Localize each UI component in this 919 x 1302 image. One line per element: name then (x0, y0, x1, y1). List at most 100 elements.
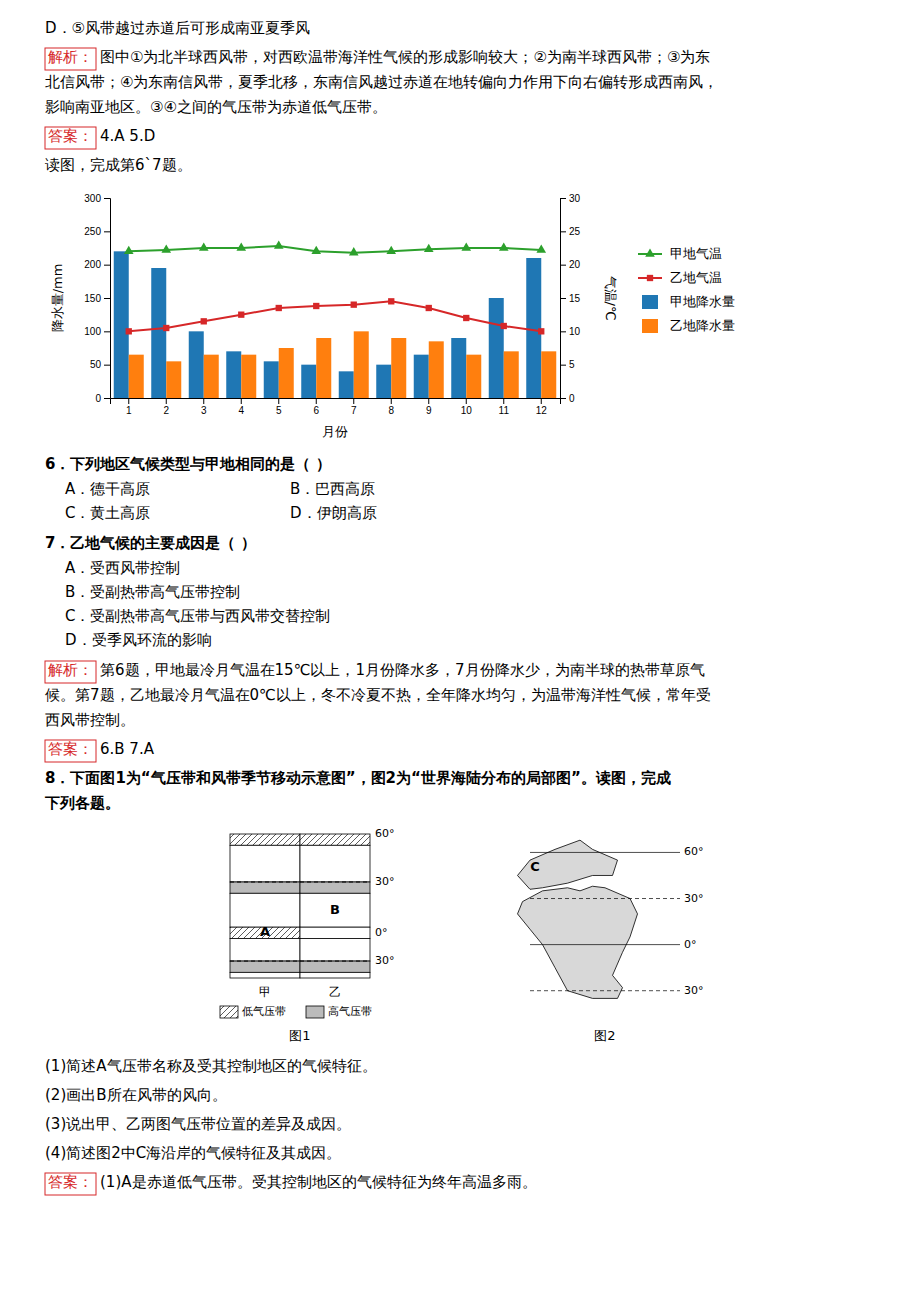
point (499, 242, 509, 250)
latitude-line (530, 944, 680, 945)
paragraph: 影响南亚地区。③④之间的气压带为赤道低气压带。 (45, 98, 387, 116)
point (201, 318, 207, 324)
figure-marker: B (330, 902, 340, 917)
y2-tick-mark (560, 231, 566, 232)
answer-label: 答案： (48, 740, 93, 758)
paragraph: (4)简述图2中C海沿岸的气候特征及其成因。 (45, 1144, 341, 1162)
y-tick-label: 200 (84, 259, 101, 270)
option: A．受西风带控制 (65, 559, 180, 577)
y-tick-mark (104, 298, 110, 299)
label-box (45, 127, 96, 149)
bar (414, 355, 429, 398)
y2-axis: 051015202530 (560, 193, 581, 404)
belt-band (230, 938, 300, 961)
x-tick-mark (203, 398, 204, 404)
x-tick: 10 (461, 398, 473, 416)
point (388, 298, 394, 304)
y-tick-label: 300 (84, 193, 101, 204)
y2-tick: 15 (560, 293, 581, 304)
y-tick-mark (104, 365, 110, 366)
y-tick-mark (104, 398, 110, 399)
option: C．受副热带高气压带与西风带交替控制 (65, 607, 330, 625)
bar (429, 341, 444, 398)
bar (504, 351, 519, 398)
y-tick: 150 (84, 293, 110, 304)
key-swatch (220, 1006, 238, 1018)
plot-marks (114, 240, 557, 398)
point (163, 325, 169, 331)
latitude-line (230, 961, 370, 962)
y-tick: 0 (95, 393, 110, 404)
bar (316, 338, 331, 398)
label-box (45, 1173, 96, 1195)
key-label: 高气压带 (328, 1005, 372, 1018)
legend-label: 乙地气温 (670, 270, 722, 285)
legend-label: 乙地降水量 (670, 318, 735, 333)
label-box (45, 740, 96, 762)
bar (451, 338, 466, 398)
figure-1: 60°30°0°30°AB甲乙低气压带高气压带图1 (220, 827, 395, 1043)
x-tick-label: 8 (388, 405, 394, 416)
y-tick: 250 (84, 226, 110, 237)
x-tick-label: 4 (238, 405, 244, 416)
question: 7．乙地气候的主要成因是（ ） (45, 534, 256, 552)
latitude-label: 60° (375, 827, 395, 840)
x-tick-label: 11 (499, 405, 510, 416)
latitude-label: 0° (375, 926, 388, 939)
y2-tick-mark (560, 265, 566, 266)
question: 8．下面图1为“气压带和风带季节移动示意图”，图2为“世界海陆分布的局部图”。读… (45, 769, 671, 787)
x-tick-mark (128, 398, 129, 404)
x-tick-label: 10 (461, 405, 473, 416)
x-tick: 1 (126, 398, 132, 416)
chart: 1234567891011120501001502002503000510152… (50, 193, 735, 439)
x-axis-title: 月份 (322, 424, 348, 439)
bar (241, 355, 256, 398)
figure-2: 60°30°0°30°C图2 (518, 840, 704, 1042)
y-tick-mark (104, 331, 110, 332)
y-tick: 100 (84, 326, 110, 337)
belt-band (230, 882, 300, 893)
y-tick-label: 150 (84, 293, 101, 304)
column-label: 乙 (329, 985, 341, 999)
answer-label: 解析： (48, 48, 93, 66)
x-tick-label: 2 (163, 405, 169, 416)
x-tick-mark (466, 398, 467, 404)
figure-caption: 图1 (289, 1028, 310, 1043)
latitude-line (530, 990, 680, 991)
paragraph: 第6题，甲地最冷月气温在15℃以上，1月份降水多，7月份降水少，为南半球的热带草… (100, 661, 705, 679)
legend-swatch (642, 295, 658, 309)
point (349, 247, 359, 255)
x-axis: 123456789101112 (111, 398, 561, 416)
paragraph: 4.A 5.D (100, 127, 155, 145)
bar (339, 371, 354, 398)
x-axis-line (111, 399, 561, 405)
y2-tick-label: 0 (569, 393, 575, 404)
bar (204, 355, 219, 398)
y-tick-label: 100 (84, 326, 101, 337)
y2-tick-mark (560, 298, 566, 299)
key-swatch (306, 1006, 324, 1018)
latitude-label: 30° (684, 984, 704, 997)
point (538, 328, 544, 334)
bar (189, 331, 204, 398)
point (386, 246, 396, 254)
y-tick-mark (104, 198, 110, 199)
point (536, 244, 546, 252)
bar (489, 298, 504, 398)
belt-band (300, 834, 370, 845)
figure-marker: A (260, 924, 270, 939)
belt-band (300, 961, 370, 972)
y2-tick-label: 10 (569, 326, 581, 337)
text-body: D．⑤风带越过赤道后可形成南亚夏季风解析：图中①为北半球西风带，对西欧温带海洋性… (44, 19, 718, 1195)
point (238, 312, 244, 318)
legend-swatch (647, 275, 653, 281)
x-tick-label: 3 (201, 405, 207, 416)
paragraph: 候。第7题，乙地最冷月气温在0℃以上，冬不冷夏不热，全年降水均匀，为温带海洋性气… (45, 686, 711, 704)
point (236, 242, 246, 250)
paragraph: 北信风带；④为东南信风带，夏季北移，东南信风越过赤道在地转偏向力作用下向右偏转形… (45, 73, 718, 91)
latitude-line (530, 852, 680, 853)
x-tick-label: 7 (351, 405, 357, 416)
latitude-label: 30° (375, 875, 395, 888)
x-tick: 5 (276, 398, 282, 416)
y2-tick: 10 (560, 326, 581, 337)
